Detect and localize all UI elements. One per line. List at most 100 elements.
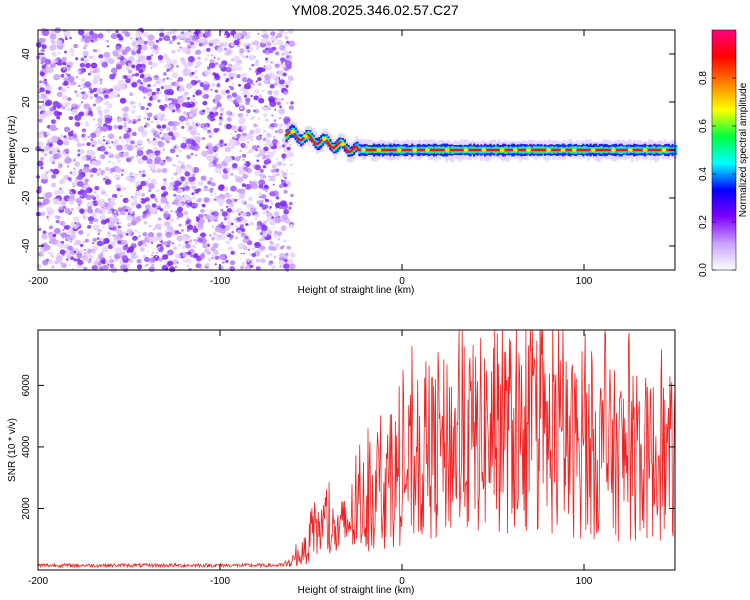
noise-speckle [36,160,44,167]
noise-speckle [164,203,171,209]
noise-speckle [64,37,68,40]
noise-speckle [75,93,81,98]
noise-speckle [107,209,113,215]
noise-speckle [164,118,168,122]
noise-speckle [131,42,137,47]
noise-speckle [51,197,55,200]
noise-speckle [134,192,138,196]
noise-speckle [176,108,181,113]
noise-speckle [183,259,187,263]
noise-speckle [251,247,256,251]
noise-speckle [243,252,245,255]
noise-speckle [272,226,275,229]
noise-speckle [233,40,240,46]
noise-speckle [172,259,179,265]
noise-speckle [286,55,290,59]
noise-speckle [169,266,176,273]
noise-speckle [47,218,51,221]
noise-speckle [66,151,69,154]
noise-speckle [236,32,242,38]
noise-speckle [213,250,219,256]
noise-speckle [55,255,63,263]
band-yellow-patch [642,148,648,152]
noise-speckle [242,143,247,147]
noise-speckle [147,84,151,88]
noise-speckle [121,108,126,112]
noise-speckle [136,49,142,54]
noise-speckle [61,95,68,101]
noise-speckle [257,145,260,148]
noise-speckle [129,210,134,215]
noise-speckle [249,207,256,213]
noise-speckle [70,47,73,50]
spectrogram-signal-band [284,120,678,163]
noise-speckle [148,266,155,273]
noise-speckle [289,51,292,54]
noise-speckle [79,168,83,172]
noise-speckle [278,184,284,189]
noise-speckle [70,191,73,194]
noise-speckle [259,141,262,144]
noise-speckle [183,62,189,68]
noise-speckle [67,177,72,181]
noise-speckle [136,53,141,58]
noise-speckle [237,166,243,172]
noise-speckle [274,51,280,56]
noise-speckle [134,173,139,177]
noise-speckle [194,154,198,157]
noise-speckle [91,160,97,166]
noise-speckle [116,187,121,192]
noise-speckle [108,146,112,149]
noise-speckle [80,87,83,90]
noise-speckle [147,102,152,107]
noise-speckle [147,112,153,118]
noise-speckle [109,263,115,268]
band-yellow-patch [661,148,667,152]
noise-speckle [136,255,139,258]
noise-speckle [87,208,94,214]
noise-speckle [232,136,236,140]
noise-speckle [283,239,287,243]
noise-speckle [199,38,205,44]
noise-speckle [146,91,153,97]
noise-speckle [88,87,92,91]
noise-speckle [59,220,66,226]
noise-speckle [76,140,80,143]
noise-speckle [62,205,67,209]
noise-speckle [144,125,147,128]
noise-speckle [100,219,107,225]
noise-speckle [230,86,234,90]
noise-speckle [192,127,197,132]
noise-speckle [41,107,46,111]
noise-speckle [156,124,162,129]
noise-speckle [68,245,74,251]
noise-speckle [67,131,74,137]
noise-speckle [87,225,92,229]
noise-speckle [90,138,94,141]
noise-speckle [217,101,220,104]
snr-y-ticks: 2000 4000 6000 [21,374,675,520]
noise-speckle [202,94,207,99]
noise-speckle [272,135,276,139]
noise-speckle [273,150,277,153]
noise-speckle [146,117,151,121]
noise-speckle [152,228,156,231]
noise-speckle [239,48,245,54]
noise-speckle [230,185,237,192]
noise-speckle [152,138,156,141]
noise-speckle [74,121,81,127]
noise-speckle [146,139,152,144]
noise-speckle [259,196,262,199]
noise-speckle [69,196,76,202]
noise-speckle [43,153,48,157]
noise-speckle [196,261,201,265]
noise-speckle [187,200,191,203]
noise-speckle [277,128,284,134]
noise-speckle [63,161,66,164]
noise-speckle [106,40,109,43]
noise-speckle [60,200,67,206]
noise-speckle [194,222,199,227]
noise-speckle [212,99,216,102]
noise-speckle [204,31,212,38]
noise-speckle [247,259,251,262]
